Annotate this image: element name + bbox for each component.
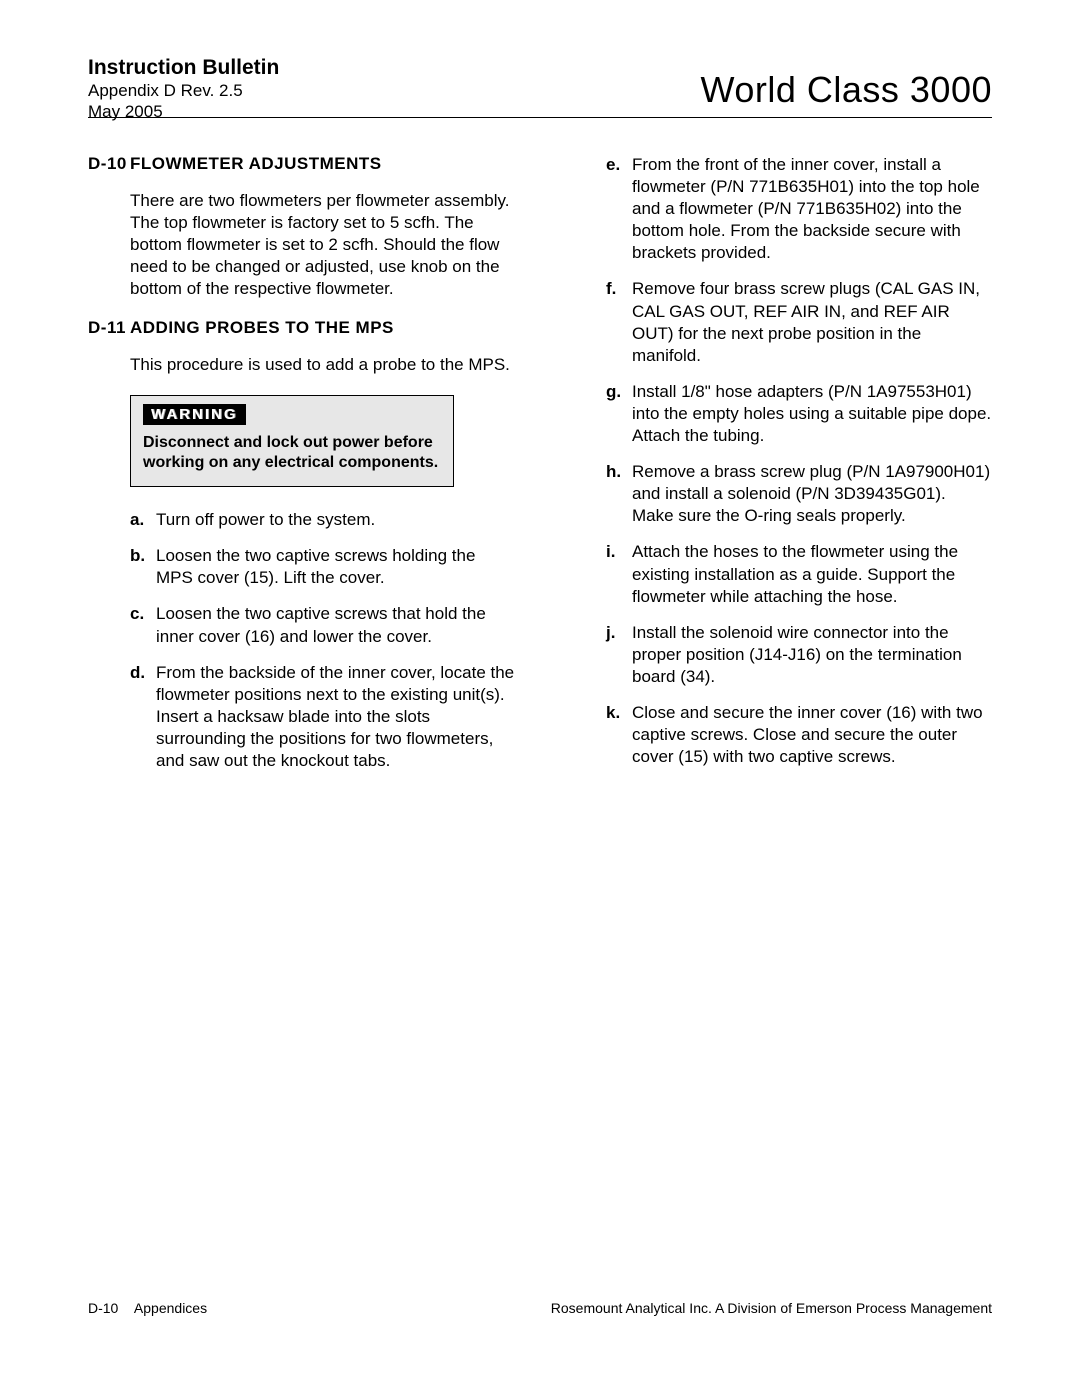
list-item: j.Install the solenoid wire connector in…: [606, 622, 992, 688]
footer-left: D-10 Appendices: [88, 1300, 207, 1316]
content-columns: D-10FLOWMETER ADJUSTMENTS There are two …: [88, 154, 992, 786]
list-item-text: From the front of the inner cover, insta…: [632, 154, 992, 264]
list-item: d.From the backside of the inner cover, …: [130, 662, 516, 772]
list-item-label: d.: [130, 662, 156, 772]
list-item-text: Remove four brass screw plugs (CAL GAS I…: [632, 278, 992, 366]
warning-label: WARNING: [143, 404, 246, 425]
list-item-text: From the backside of the inner cover, lo…: [156, 662, 516, 772]
list-item: k.Close and secure the inner cover (16) …: [606, 702, 992, 768]
doc-date: May 2005: [88, 101, 279, 122]
section-title: FLOWMETER ADJUSTMENTS: [130, 154, 382, 173]
list-item-text: Install 1/8" hose adapters (P/N 1A97553H…: [632, 381, 992, 447]
left-column: D-10FLOWMETER ADJUSTMENTS There are two …: [88, 154, 516, 786]
list-item-text: Remove a brass screw plug (P/N 1A97900H0…: [632, 461, 992, 527]
section-number: D-10: [88, 154, 130, 174]
list-item-text: Loosen the two captive screws holding th…: [156, 545, 516, 589]
footer-section-label: Appendices: [134, 1300, 207, 1316]
section-d10-heading: D-10FLOWMETER ADJUSTMENTS: [88, 154, 516, 174]
list-item-text: Close and secure the inner cover (16) wi…: [632, 702, 992, 768]
page-footer: D-10 Appendices Rosemount Analytical Inc…: [88, 1300, 992, 1316]
list-item-label: k.: [606, 702, 632, 768]
product-name: World Class 3000: [701, 69, 992, 111]
warning-box: WARNING Disconnect and lock out power be…: [130, 395, 454, 488]
section-title: ADDING PROBES TO THE MPS: [130, 318, 394, 337]
list-item: i.Attach the hoses to the flowmeter usin…: [606, 541, 992, 607]
right-column: e.From the front of the inner cover, ins…: [564, 154, 992, 786]
page: Instruction Bulletin Appendix D Rev. 2.5…: [88, 56, 992, 786]
list-item-label: h.: [606, 461, 632, 527]
list-item: c.Loosen the two captive screws that hol…: [130, 603, 516, 647]
list-item-label: c.: [130, 603, 156, 647]
section-d11-heading: D-11ADDING PROBES TO THE MPS: [88, 318, 516, 338]
procedure-steps-right: e.From the front of the inner cover, ins…: [564, 154, 992, 768]
list-item: e.From the front of the inner cover, ins…: [606, 154, 992, 264]
footer-page-number: D-10: [88, 1300, 118, 1316]
procedure-steps-left: a.Turn off power to the system.b.Loosen …: [88, 509, 516, 772]
bulletin-title: Instruction Bulletin: [88, 56, 279, 80]
list-item-label: e.: [606, 154, 632, 264]
footer-right: Rosemount Analytical Inc. A Division of …: [551, 1300, 992, 1316]
list-item-label: i.: [606, 541, 632, 607]
list-item: a.Turn off power to the system.: [130, 509, 516, 531]
list-item-label: g.: [606, 381, 632, 447]
list-item-text: Install the solenoid wire connector into…: [632, 622, 992, 688]
list-item: g.Install 1/8" hose adapters (P/N 1A9755…: [606, 381, 992, 447]
appendix-rev: Appendix D Rev. 2.5: [88, 80, 279, 101]
list-item: b.Loosen the two captive screws holding …: [130, 545, 516, 589]
page-header: Instruction Bulletin Appendix D Rev. 2.5…: [88, 56, 992, 118]
list-item-text: Loosen the two captive screws that hold …: [156, 603, 516, 647]
list-item-label: b.: [130, 545, 156, 589]
section-d10-body: There are two flowmeters per flowmeter a…: [88, 190, 516, 300]
warning-text: Disconnect and lock out power before wor…: [143, 433, 441, 475]
section-number: D-11: [88, 318, 130, 338]
header-left: Instruction Bulletin Appendix D Rev. 2.5…: [88, 56, 279, 123]
list-item-text: Attach the hoses to the flowmeter using …: [632, 541, 992, 607]
list-item: h.Remove a brass screw plug (P/N 1A97900…: [606, 461, 992, 527]
section-d11-intro: This procedure is used to add a probe to…: [88, 354, 516, 376]
list-item-text: Turn off power to the system.: [156, 509, 516, 531]
list-item-label: f.: [606, 278, 632, 366]
list-item-label: a.: [130, 509, 156, 531]
list-item: f.Remove four brass screw plugs (CAL GAS…: [606, 278, 992, 366]
list-item-label: j.: [606, 622, 632, 688]
